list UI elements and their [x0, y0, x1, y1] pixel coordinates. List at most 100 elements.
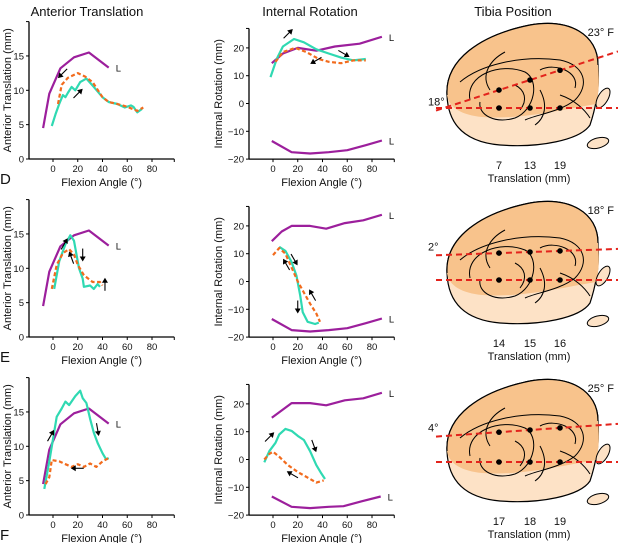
x-tick-label: 40: [97, 520, 108, 531]
x-tick-label: 80: [147, 520, 158, 531]
direction-arrow-icon: [264, 432, 275, 442]
arrow-head: [94, 430, 101, 437]
y-tick-label: 5: [19, 120, 24, 131]
contact-point: [496, 429, 502, 435]
x-tick-label: 40: [317, 520, 328, 531]
contact-point: [557, 277, 563, 283]
x-tick-label: 0: [270, 520, 275, 531]
tibia-outline-top: [446, 378, 599, 452]
series-end-label-l: L: [389, 136, 394, 147]
x-tick-label: 80: [367, 520, 378, 531]
translation-value: 14: [493, 338, 505, 350]
arrow-head: [68, 251, 74, 258]
y-tick-label: 5: [19, 476, 24, 487]
arrow-head: [287, 29, 293, 35]
x-tick-label: 20: [72, 164, 83, 175]
direction-arrow-icon: [60, 238, 68, 250]
column-title-anterior: Anterior Translation: [31, 4, 144, 19]
y-axis-label: Internal Rotation (mm): [213, 395, 225, 504]
y-tick-label: −20: [228, 511, 244, 522]
y-tick-label: 0: [239, 277, 244, 288]
y-axis-label: Anterior Translation (mm): [2, 28, 14, 152]
tibia-outline-top: [446, 22, 599, 96]
arrow-head: [286, 471, 293, 477]
arrow-head: [310, 58, 317, 65]
series-green-line: [50, 77, 143, 127]
condyle-contour: [459, 236, 584, 299]
y-tick-label: 0: [19, 155, 24, 166]
condyle-contour: [534, 89, 546, 126]
condyle-contour: [485, 51, 506, 91]
series-end-label-l: L: [389, 389, 394, 400]
series-end-label-l: L: [389, 314, 394, 325]
contact-point: [527, 77, 533, 83]
contact-point: [557, 248, 563, 254]
contact-point: [527, 105, 533, 111]
x-tick-label: 40: [317, 342, 328, 353]
translation-axis-label: Translation (mm): [488, 173, 571, 185]
y-tick-label: −10: [228, 305, 244, 316]
column-title-rotation: Internal Rotation: [262, 4, 357, 19]
fibula-head: [595, 443, 611, 465]
direction-arrow-icon: [73, 88, 83, 99]
x-tick-label: 80: [147, 164, 158, 175]
condyle-contour: [539, 66, 577, 89]
series-end-label-l: L: [389, 211, 394, 222]
y-axis-label: Anterior Translation (mm): [2, 384, 14, 508]
contact-point: [557, 67, 563, 74]
x-tick-label: 0: [50, 342, 55, 353]
panel-letter-d: D: [0, 171, 11, 188]
direction-arrow-icon: [283, 258, 291, 271]
chart-f-rotation: 0 20 40 60 80 −20 −10 0 10 20 Flexion Angle (°) Int…: [213, 383, 395, 543]
condyle-contour: [459, 414, 584, 477]
direction-arrow-icon: [286, 471, 299, 479]
arrow-head: [101, 277, 108, 283]
y-tick-label: 0: [19, 333, 24, 344]
condyle-contour: [539, 422, 577, 445]
series-green-line: [278, 245, 320, 326]
translation-value: 7: [496, 160, 502, 172]
translation-value: 19: [554, 516, 566, 528]
direction-arrow-icon: [68, 251, 75, 264]
charts: 0 20 40 60 80 0 5 10 15 Flexion Angle (°) Anterior…: [2, 21, 395, 543]
arrow-head: [283, 258, 289, 265]
x-tick-label: 0: [50, 164, 55, 175]
direction-arrow-icon: [290, 253, 298, 266]
direction-arrow-icon: [309, 289, 317, 301]
series-purple-line: [271, 495, 381, 510]
arrow-head: [292, 259, 298, 266]
x-tick-label: 0: [50, 520, 55, 531]
rotated-axis-line: [435, 247, 618, 257]
condyle-contour: [514, 262, 526, 289]
series-purple-line: [271, 317, 383, 333]
contact-point: [557, 425, 563, 431]
rotated-axis-line: [435, 50, 618, 112]
x-axis-label: Flexion Angle (°): [281, 177, 362, 189]
contact-point: [496, 87, 502, 93]
y-tick-label: 20: [233, 221, 244, 232]
x-tick-label: 60: [122, 164, 133, 175]
translation-axis-label: Translation (mm): [488, 351, 571, 363]
contact-point: [527, 249, 533, 255]
arrow-head: [294, 308, 301, 314]
x-tick-label: 20: [72, 342, 83, 353]
series-orange-line: [274, 46, 366, 65]
y-tick-label: 10: [13, 442, 24, 453]
flexion-angle-label: 25° F: [588, 383, 615, 395]
series-green-line: [269, 37, 366, 78]
y-tick-label: 15: [13, 229, 24, 240]
translation-value: 15: [524, 338, 536, 350]
translation-value: 18: [524, 516, 536, 528]
series-purple-line: [42, 229, 110, 307]
x-axis-label: Flexion Angle (°): [61, 177, 142, 189]
y-tick-label: 0: [239, 455, 244, 466]
series-orange-line: [44, 457, 110, 485]
direction-arrow-icon: [310, 56, 322, 65]
y-tick-label: 10: [233, 71, 244, 82]
y-tick-label: 10: [233, 427, 244, 438]
translation-value: 16: [554, 338, 566, 350]
